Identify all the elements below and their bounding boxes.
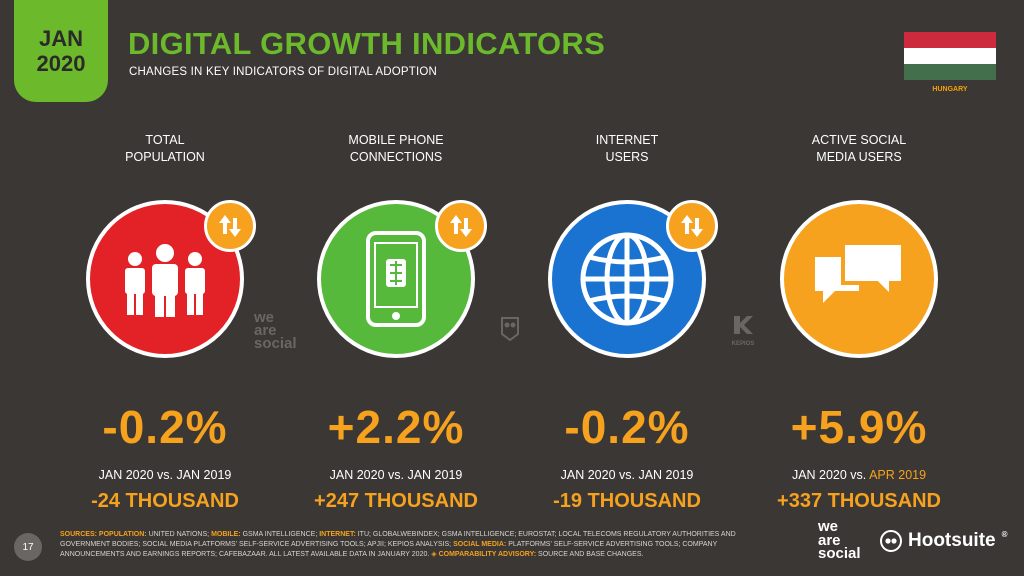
comparison-period: JAN 2020 vs. JAN 2019 [512, 468, 742, 482]
watermark-line: we [254, 309, 275, 326]
source-key: POPULATION: [98, 531, 147, 538]
we-are-social-watermark: we are social [254, 309, 297, 352]
date-badge: JAN 2020 [14, 0, 108, 102]
logo-line: we [818, 518, 839, 535]
up-down-arrows-icon [666, 200, 718, 252]
indicator-heading: ACTIVE SOCIAL MEDIA USERS [744, 132, 974, 172]
hootsuite-wordmark: Hootsuite [908, 530, 996, 551]
date-year: 2020 [36, 51, 86, 76]
date-month: JAN [38, 25, 83, 51]
sources-note: SOURCES: POPULATION: UNITED NATIONS; MOB… [60, 530, 780, 560]
compare-prefix: JAN 2020 vs. [98, 468, 173, 482]
watermark-line: social [254, 334, 297, 352]
change-absolute: -19 THOUSAND [553, 490, 701, 512]
change-percent: +2.2% [327, 401, 465, 453]
source-key: MOBILE: [211, 531, 241, 538]
change-percent: +5.9% [790, 401, 928, 453]
sources-label: SOURCES: [60, 531, 97, 538]
speech-bubbles-icon [780, 200, 938, 358]
source-key: SOCIAL MEDIA: [453, 541, 507, 549]
heading-line: POPULATION [125, 149, 205, 164]
logo-line: social [818, 545, 861, 562]
source-text: ITU; GLOBALWEBINDEX; GSMA INTELLIGENCE; … [60, 531, 736, 549]
mobile-phone-icon [317, 200, 475, 358]
kepios-logo-icon [734, 316, 753, 334]
change-absolute: -24 THOUSAND [91, 490, 239, 512]
indicator-icon-wrap [780, 200, 938, 358]
compare-ref: APR 2019 [869, 468, 927, 482]
indicator-mobile-connections: MOBILE PHONE CONNECTIONS +2.2% JAN 2020 … [281, 132, 511, 513]
source-key: INTERNET: [319, 531, 356, 538]
indicator-total-population: TOTAL POPULATION -0.2% JAN 2020 vs. JAN … [50, 132, 280, 513]
we-are-social-logo: we are social [818, 518, 861, 562]
compare-prefix: JAN 2020 vs. [329, 468, 404, 482]
heading-line: MOBILE PHONE [348, 133, 444, 147]
change-percent: -0.2% [102, 401, 228, 453]
watermark-line: are [254, 321, 277, 339]
compare-ref: JAN 2019 [407, 468, 463, 482]
hootsuite-logo: Hootsuite ® [880, 530, 1008, 552]
compare-ref: JAN 2019 [638, 468, 694, 482]
indicator-heading: TOTAL POPULATION [50, 132, 280, 172]
advisory-text: SOURCE AND BASE CHANGES. [538, 551, 644, 559]
indicator-icon-wrap [86, 200, 256, 358]
heading-line: USERS [605, 149, 649, 164]
indicator-heading: MOBILE PHONE CONNECTIONS [281, 132, 511, 172]
logo-line: are [818, 531, 841, 549]
indicator-social-media-users: ACTIVE SOCIAL MEDIA USERS +5.9% JAN 2020… [744, 132, 974, 513]
indicator-heading: INTERNET USERS [512, 132, 742, 172]
page-subtitle: CHANGES IN KEY INDICATORS OF DIGITAL ADO… [129, 66, 438, 78]
up-down-arrows-icon [435, 200, 487, 252]
change-absolute: +247 THOUSAND [314, 490, 478, 512]
flag-stripe-green [904, 64, 996, 80]
comparison-period: JAN 2020 vs. JAN 2019 [50, 468, 280, 482]
compare-prefix: JAN 2020 vs. [560, 468, 635, 482]
indicator-internet-users: INTERNET USERS -0.2% JAN 2020 vs. JAN 20… [512, 132, 742, 513]
heading-line: ACTIVE SOCIAL [811, 133, 907, 147]
heading-line: INTERNET [595, 133, 659, 147]
change-percent: -0.2% [564, 401, 690, 453]
compare-prefix: JAN 2020 vs. [791, 468, 867, 482]
source-text: PLATFORMS' SELF-SERVICE ADVERTISING TOOL… [60, 541, 718, 559]
heading-line: TOTAL [145, 133, 185, 147]
source-text: GSMA INTELLIGENCE; [242, 531, 318, 538]
page-number: 17 [14, 533, 42, 561]
page-title: DIGITAL GROWTH INDICATORS [128, 26, 606, 61]
compare-ref: JAN 2019 [176, 468, 232, 482]
heading-line: CONNECTIONS [349, 149, 443, 164]
country-label: HUNGARY [932, 86, 968, 93]
flag-stripe-white [904, 48, 996, 64]
flag-stripe-red [904, 32, 996, 48]
change-absolute: +337 THOUSAND [777, 490, 941, 512]
indicator-icon-wrap [548, 200, 718, 358]
indicator-icon-wrap [317, 200, 487, 358]
comparison-period: JAN 2020 vs. JAN 2019 [281, 468, 511, 482]
kepios-watermark: KEPIOS [728, 314, 758, 347]
comparison-period: JAN 2020 vs. APR 2019 [744, 468, 974, 482]
owl-icon [880, 530, 902, 552]
heading-line: MEDIA USERS [816, 149, 902, 164]
source-text: UNITED NATIONS; [148, 531, 210, 538]
hootsuite-owl-watermark-icon [500, 316, 520, 347]
kepios-label: KEPIOS [731, 341, 755, 347]
trademark-symbol: ® [1001, 530, 1008, 539]
advisory-label: ◈ COMPARABILITY ADVISORY: [431, 551, 537, 559]
up-down-arrows-icon [204, 200, 256, 252]
hungary-flag-icon [904, 32, 996, 80]
